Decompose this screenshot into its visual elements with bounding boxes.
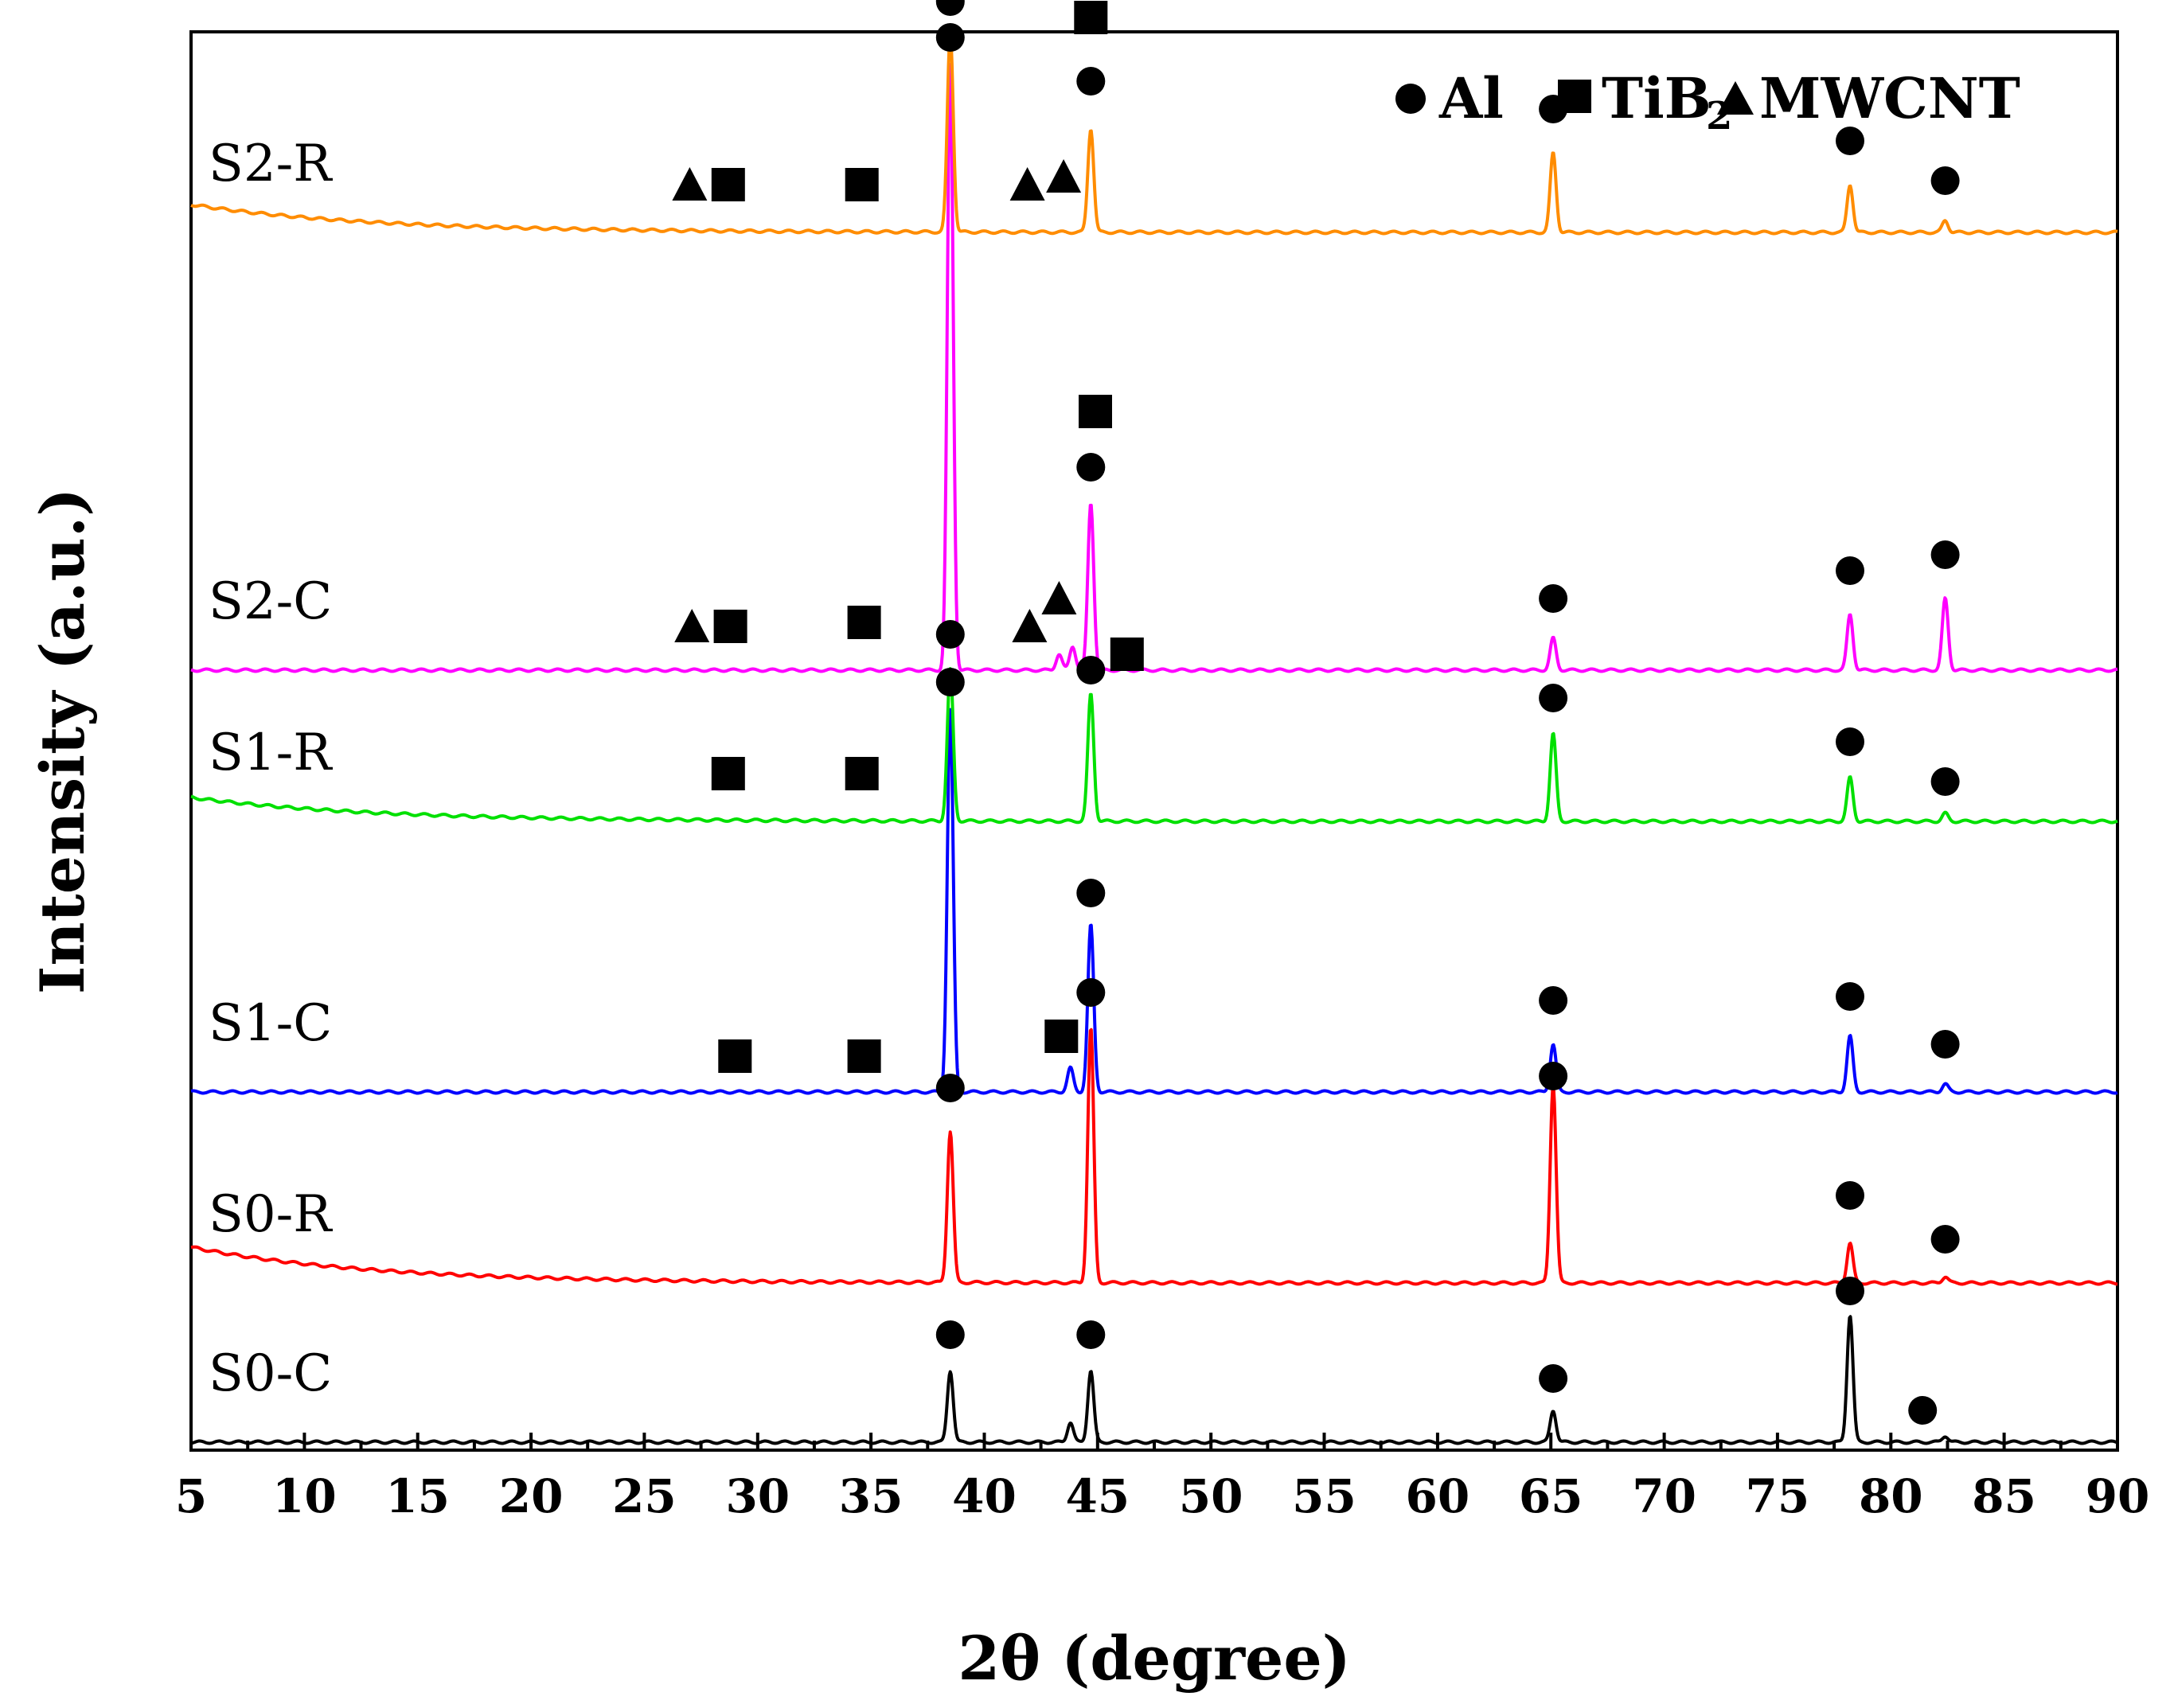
circle-marker <box>1836 1277 1864 1305</box>
x-tick-label: 80 <box>1859 1469 1923 1523</box>
circle-marker <box>1076 656 1106 684</box>
circle-marker <box>1076 978 1106 1007</box>
circle-marker <box>1836 727 1864 756</box>
x-tick-label: 75 <box>1746 1469 1810 1523</box>
y-axis-title: Intensity (a.u.) <box>27 488 98 994</box>
legend-circle-marker <box>1395 84 1426 114</box>
x-tick-label: 45 <box>1065 1469 1130 1523</box>
circle-marker <box>1076 1320 1106 1349</box>
circle-marker <box>935 1320 965 1349</box>
x-tick-labels: 5 10 15 20 25 30 35 40 45 50 55 60 65 70 75 80 85 90 <box>175 1469 2150 1523</box>
circle-marker <box>1836 982 1864 1011</box>
series-label-s1-c: S1-C <box>209 994 332 1053</box>
x-tick-label: 20 <box>499 1469 564 1523</box>
x-tick-label: 50 <box>1179 1469 1243 1523</box>
series-line-s0-c <box>190 1315 2118 1445</box>
square-marker <box>1044 1020 1079 1053</box>
plot-frame <box>189 30 2119 1452</box>
square-marker <box>711 168 745 201</box>
x-tick-label: 60 <box>1406 1469 1470 1523</box>
series-line-s1-c <box>190 708 2118 1095</box>
circle-marker <box>1539 1062 1568 1090</box>
square-marker <box>713 610 747 643</box>
circle-marker <box>1836 127 1864 155</box>
x-tick-label: 90 <box>2086 1469 2150 1523</box>
circle-marker <box>1076 67 1106 96</box>
circle-marker <box>1908 1396 1938 1425</box>
x-tick-label: 5 <box>175 1469 207 1523</box>
circle-marker <box>1930 767 1960 796</box>
square-marker <box>847 606 881 639</box>
circle-marker <box>1930 540 1960 569</box>
legend: Al TiB 2 MWCNT <box>1395 65 2020 138</box>
square-marker <box>845 757 879 790</box>
peak-markers <box>672 0 1960 1425</box>
circle-marker <box>1930 1030 1960 1059</box>
circle-marker <box>935 668 965 696</box>
series-label-s1-r: S1-R <box>209 723 333 782</box>
x-tick-label: 15 <box>385 1469 450 1523</box>
legend-triangle-marker <box>1717 81 1754 115</box>
series-label-s0-c: S0-C <box>209 1344 332 1403</box>
circle-marker <box>935 23 965 52</box>
x-tick-label: 55 <box>1292 1469 1356 1523</box>
legend-label-tib2: TiB <box>1602 65 1711 131</box>
square-marker <box>1079 395 1112 428</box>
x-tick-label: 25 <box>612 1469 677 1523</box>
circle-marker <box>935 1074 965 1102</box>
circle-marker <box>1836 556 1864 585</box>
series-label-s2-r: S2-R <box>209 135 333 193</box>
x-tick-label: 85 <box>1972 1469 2036 1523</box>
x-tick-label: 10 <box>272 1469 337 1523</box>
circle-marker <box>935 0 965 16</box>
legend-square-marker <box>1558 80 1591 113</box>
circle-marker <box>1930 166 1960 195</box>
series-line-s2-c <box>190 63 2118 673</box>
x-tick-label: 35 <box>839 1469 904 1523</box>
legend-label-mwcnt: MWCNT <box>1759 65 2020 131</box>
triangle-marker <box>1046 159 1082 193</box>
square-marker <box>1074 1 1108 34</box>
series-label-s2-c: S2-C <box>209 572 332 631</box>
triangle-marker <box>672 167 708 201</box>
triangle-marker <box>1041 581 1077 614</box>
x-axis-title: 2θ (degree) <box>958 1623 1350 1694</box>
circle-marker <box>1539 584 1568 613</box>
circle-marker <box>1836 1181 1864 1210</box>
triangle-marker <box>1009 167 1045 201</box>
circle-marker <box>935 620 965 649</box>
circle-marker <box>1539 684 1568 712</box>
series-line-s1-r <box>190 667 2118 825</box>
circle-marker <box>1539 986 1568 1015</box>
x-tick-label: 70 <box>1632 1469 1696 1523</box>
circle-marker <box>1076 879 1106 907</box>
square-marker <box>845 168 879 201</box>
square-marker <box>718 1039 752 1073</box>
x-tick-label: 40 <box>952 1469 1017 1523</box>
triangle-marker <box>1012 609 1048 642</box>
circle-marker <box>1076 453 1106 482</box>
square-marker <box>711 757 745 790</box>
series-line-s0-r <box>190 1028 2118 1286</box>
circle-marker <box>1539 1364 1568 1393</box>
triangle-marker <box>674 609 710 642</box>
square-marker <box>847 1039 881 1073</box>
square-marker <box>1110 638 1144 671</box>
circle-marker <box>1930 1225 1960 1254</box>
x-tick-label: 65 <box>1519 1469 1583 1523</box>
legend-label-al: Al <box>1438 65 1504 131</box>
series-label-s0-r: S0-R <box>209 1185 333 1244</box>
series-labels: S0-C S0-R S1-C S1-R S2-C S2-R <box>209 135 333 1403</box>
x-tick-label: 30 <box>725 1469 790 1523</box>
series-line-s2-r <box>190 31 2118 236</box>
series-lines <box>190 31 2118 1445</box>
